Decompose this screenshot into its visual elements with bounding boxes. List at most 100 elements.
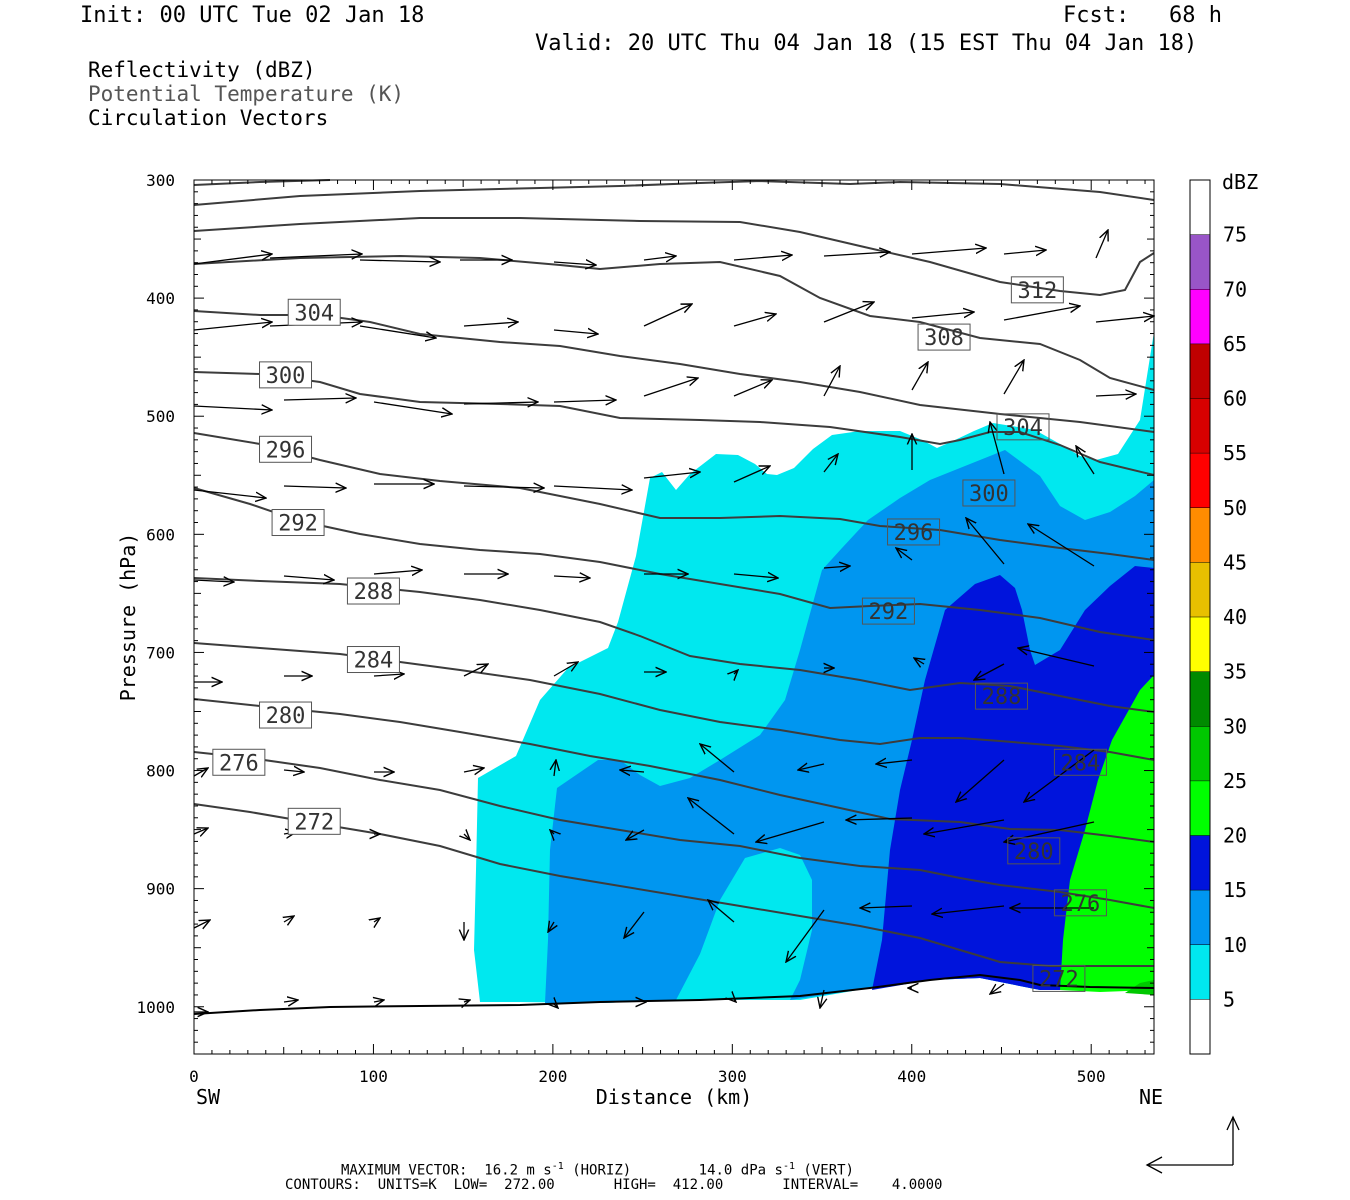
circulation-vector bbox=[553, 330, 598, 334]
circulation-vector bbox=[620, 770, 645, 772]
reference-vector-icon bbox=[1145, 1115, 1240, 1174]
circulation-vector bbox=[283, 486, 346, 488]
contour-label-box bbox=[996, 413, 1050, 441]
contour-label: 288 bbox=[354, 580, 394, 605]
circulation-vector bbox=[823, 454, 838, 473]
contour-label-box bbox=[1053, 889, 1107, 917]
circulation-vector bbox=[373, 674, 404, 676]
y-tick-label: 400 bbox=[146, 289, 175, 308]
reflectivity-field-label: Reflectivity (dBZ) bbox=[88, 58, 316, 82]
colorbar-label: 30 bbox=[1223, 714, 1247, 738]
x-tick-label: 100 bbox=[359, 1067, 388, 1086]
contour-label-box bbox=[259, 701, 313, 729]
circulation-vector bbox=[193, 406, 272, 410]
circulation-vector bbox=[823, 566, 850, 568]
colorbar-segment bbox=[1190, 398, 1210, 454]
circulation-vector bbox=[911, 362, 928, 391]
circulation-vector bbox=[1018, 648, 1095, 667]
circulation-vector bbox=[553, 400, 616, 402]
circulation-vector bbox=[643, 472, 700, 479]
circulation-vector bbox=[990, 422, 1005, 475]
reflectivity-fills bbox=[193, 332, 1155, 1015]
sw-endpoint-label: SW bbox=[196, 1085, 221, 1109]
y-tick-label: 700 bbox=[146, 643, 175, 662]
circulation-vector bbox=[269, 254, 362, 258]
colorbar-label: 55 bbox=[1223, 441, 1247, 465]
contour-label-box bbox=[287, 807, 341, 835]
circulation-vector bbox=[1003, 250, 1046, 254]
colorbar-segment bbox=[1190, 944, 1210, 1000]
circulation-vector bbox=[193, 254, 272, 265]
colorbar-label: 65 bbox=[1223, 332, 1247, 356]
circulation-vector bbox=[1003, 306, 1080, 321]
colorbar-label: 35 bbox=[1223, 660, 1247, 684]
colorbar-label: 40 bbox=[1223, 605, 1247, 629]
circulation-vector bbox=[1076, 446, 1095, 475]
theta-field-label: Potential Temperature (K) bbox=[88, 82, 405, 106]
y-tick-label: 600 bbox=[146, 525, 175, 544]
circulation-vector bbox=[463, 768, 484, 772]
x-axis-label: Distance (km) bbox=[596, 1085, 753, 1109]
colorbar-segment bbox=[1190, 671, 1210, 727]
contour-label: 272 bbox=[1039, 967, 1079, 992]
max-vector-note: MAXIMUM VECTOR: 16.2 m s-1 (HORIZ) 14.0 … bbox=[341, 1161, 854, 1179]
colorbar-segment bbox=[1190, 289, 1210, 344]
circulation-vector bbox=[876, 760, 913, 764]
contour-label: 276 bbox=[219, 751, 259, 776]
plot-axes: 0 100 200 300 400 500 300 400 500 600 700 800 900 100… bbox=[116, 171, 1163, 1109]
colorbar-label: 10 bbox=[1223, 933, 1247, 957]
colorbar-segment bbox=[1190, 453, 1210, 508]
colorbar-label: 20 bbox=[1223, 824, 1247, 848]
contour-label-box bbox=[1010, 276, 1064, 304]
circulation-vector bbox=[554, 760, 556, 777]
circulation-vector bbox=[643, 304, 692, 327]
theta-contour-line bbox=[193, 179, 1155, 206]
contour-label-box bbox=[917, 323, 971, 351]
ne-endpoint-label: NE bbox=[1139, 1085, 1163, 1109]
colorbar-segment bbox=[1190, 890, 1210, 945]
circulation-vector bbox=[786, 909, 825, 962]
colorbar-label: 60 bbox=[1223, 387, 1247, 411]
colorbar-segment bbox=[1190, 234, 1210, 290]
colorbar-label: 45 bbox=[1223, 550, 1247, 574]
theta-contour-line bbox=[193, 254, 1155, 391]
theta-contour-line bbox=[193, 751, 1155, 909]
x-tick-label: 200 bbox=[538, 1067, 567, 1086]
colorbar-segment bbox=[1190, 999, 1210, 1054]
contour-label-box bbox=[259, 361, 313, 389]
contour-label: 296 bbox=[266, 438, 306, 463]
circulation-vector bbox=[956, 759, 1005, 802]
contour-label: 304 bbox=[1003, 416, 1043, 441]
contour-label: 280 bbox=[1014, 840, 1054, 865]
circulation-vector bbox=[463, 664, 488, 677]
contour-label-box bbox=[861, 597, 915, 625]
x-tick-label: 300 bbox=[718, 1067, 747, 1086]
contour-label: 280 bbox=[266, 704, 306, 729]
circulation-vector bbox=[553, 576, 590, 578]
circulation-vector bbox=[823, 366, 840, 397]
circulation-vector bbox=[1028, 524, 1095, 567]
colorbar: 5 10 15 20 25 30 35 40 45 50 55 60 65 70 75 dBZ bbox=[1189, 170, 1258, 1055]
contour-label: 300 bbox=[266, 364, 306, 389]
colorbar-segment bbox=[1190, 835, 1210, 891]
colorbar-label: 75 bbox=[1223, 223, 1247, 247]
y-tick-label: 1000 bbox=[136, 998, 175, 1017]
colorbar-segment bbox=[1190, 180, 1210, 235]
theta-contour-line bbox=[193, 487, 1155, 641]
colorbar-label: 15 bbox=[1223, 878, 1247, 902]
theta-contour-line bbox=[193, 310, 1155, 433]
colorbar-title: dBZ bbox=[1222, 170, 1258, 194]
colorbar-label: 50 bbox=[1223, 496, 1247, 520]
circulation-vector bbox=[1004, 821, 1095, 842]
circulation-vector bbox=[550, 830, 554, 834]
circulation-vector bbox=[463, 402, 538, 404]
circulation-vector bbox=[1095, 394, 1136, 396]
colorbar-segment bbox=[1190, 343, 1210, 399]
circulation-vector bbox=[624, 911, 645, 938]
contour-label-box bbox=[287, 298, 341, 326]
theta-contour-line bbox=[193, 217, 1155, 297]
circulation-vector bbox=[283, 770, 304, 772]
theta-contour-line bbox=[193, 371, 1155, 476]
circulation-vector bbox=[193, 489, 266, 498]
